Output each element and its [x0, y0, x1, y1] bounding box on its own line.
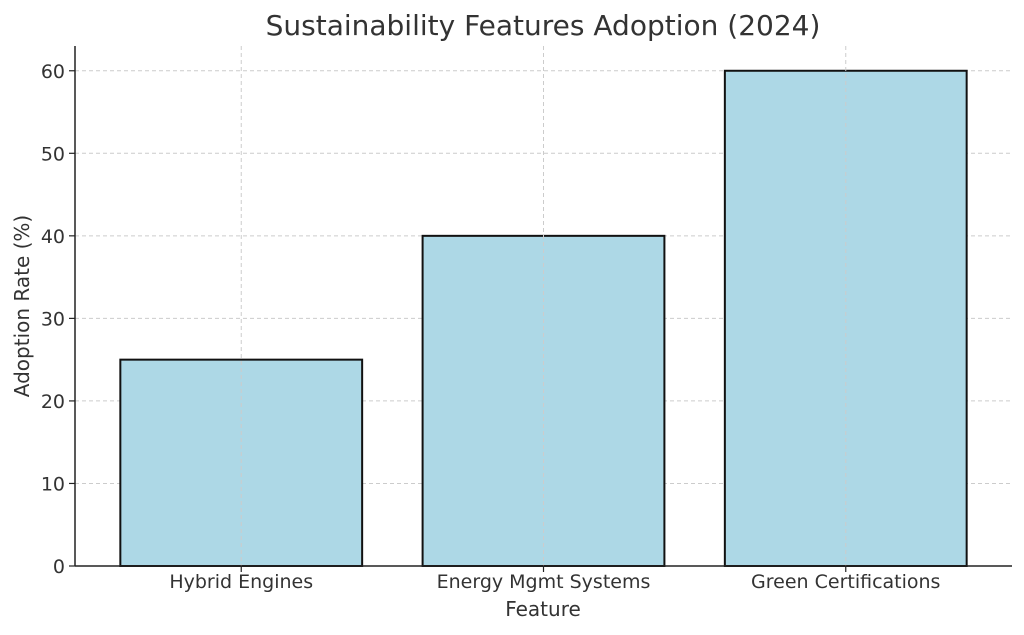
x-tick-label: Green Certifications: [751, 571, 940, 593]
chart-title: Sustainability Features Adoption (2024): [266, 9, 821, 42]
y-tick-label: 20: [41, 391, 65, 413]
y-tick-label: 50: [41, 143, 65, 165]
y-tick-label: 30: [41, 308, 65, 330]
y-tick-label: 60: [41, 61, 65, 83]
x-axis-label: Feature: [505, 597, 581, 621]
y-tick-label: 40: [41, 226, 65, 248]
ticks: 0 10 20 30 40 50 60 Hybrid Engines Energy Mgmt S…: [41, 61, 941, 593]
y-tick-label: 0: [53, 556, 65, 578]
y-axis-label: Adoption Rate (%): [10, 215, 34, 397]
y-tick-label: 10: [41, 473, 65, 495]
x-tick-label: Energy Mgmt Systems: [437, 571, 651, 593]
bars: [119, 46, 968, 567]
x-tick-label: Hybrid Engines: [169, 571, 313, 593]
